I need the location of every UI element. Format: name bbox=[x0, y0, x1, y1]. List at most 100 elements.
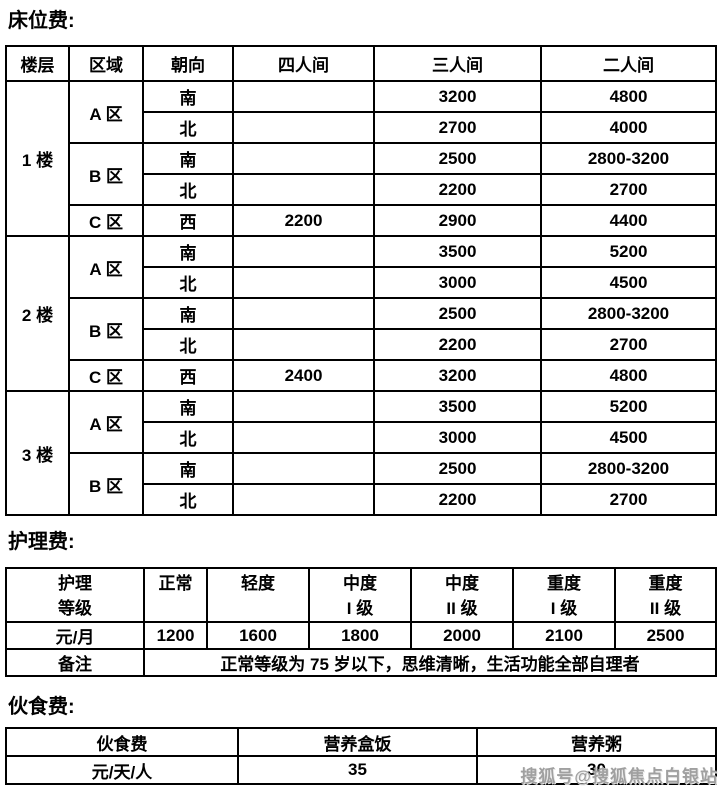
two-person-price-cell: 5200 bbox=[540, 235, 717, 268]
table-row: B 区南 2500 2800-3200 bbox=[6, 452, 717, 516]
three-person-price-cell: 2200 bbox=[373, 173, 542, 206]
nursing-price-cell-3: 2000 bbox=[410, 621, 514, 650]
two-person-price-cell: 4800 bbox=[540, 80, 717, 113]
meal-price-label-cell: 元/天/人 bbox=[5, 755, 239, 785]
table-row: 护理 等级 正常 轻度 中度 I 级中度 II 级重度 I 级重度 II 级 bbox=[5, 567, 717, 623]
three-person-price-cell: 3000 bbox=[373, 421, 542, 454]
meal-price-cell-1: 30 bbox=[476, 755, 717, 785]
table-row: 北 3000 4500 bbox=[6, 421, 717, 454]
nursing-note-cell: 正常等级为 75 岁以下，思维清晰，生活功能全部自理者 bbox=[143, 648, 717, 677]
two-person-price-cell: 2700 bbox=[540, 173, 717, 206]
two-person-price-cell: 2700 bbox=[540, 328, 717, 361]
floor-cell: 3 楼 bbox=[5, 390, 70, 516]
two-person-price-cell: 2800-3200 bbox=[540, 142, 717, 175]
zone-cell: C 区 bbox=[68, 204, 144, 237]
four-person-price-cell: 2200 bbox=[232, 204, 375, 237]
three-person-price-cell: 3500 bbox=[373, 390, 542, 423]
meal-fee-table: 伙食费 营养盒饭 营养粥 元/天/人 35 30 bbox=[5, 727, 717, 785]
table-row: B 区南 2500 2800-3200 bbox=[6, 297, 717, 361]
nursing-fee-table-body: 护理 等级 正常 轻度 中度 I 级中度 II 级重度 I 级重度 II 级元/月 1200 160… bbox=[5, 567, 717, 677]
four-person-price-cell bbox=[232, 297, 375, 330]
table-row: 元/月 1200 1600 1800 2000 2100 2500 bbox=[5, 621, 717, 650]
bed-header-col-2: 朝向 bbox=[142, 45, 234, 82]
nursing-level-col-4: 重度 I 级 bbox=[512, 567, 616, 623]
table-row: 北 3000 4500 bbox=[6, 266, 717, 299]
nursing-level-col-3: 中度 II 级 bbox=[410, 567, 514, 623]
table-row: C 区西 2200 2900 4400 bbox=[6, 204, 717, 237]
floor-cell: 2 楼 bbox=[5, 235, 70, 392]
meal-fee-table-body: 伙食费 营养盒饭 营养粥 元/天/人 35 30 bbox=[5, 727, 717, 785]
three-person-price-cell: 2500 bbox=[373, 142, 542, 175]
table-row: 备注 正常等级为 75 岁以下，思维清晰，生活功能全部自理者 bbox=[5, 648, 717, 677]
facing-cell: 北 bbox=[142, 328, 234, 361]
facing-cell: 南 bbox=[142, 452, 234, 485]
zone-cell: A 区 bbox=[68, 390, 144, 454]
four-person-price-cell: 2400 bbox=[232, 359, 375, 392]
four-person-price-cell bbox=[232, 483, 375, 516]
four-person-price-cell bbox=[232, 235, 375, 268]
facing-cell: 北 bbox=[142, 421, 234, 454]
facing-cell: 西 bbox=[142, 359, 234, 392]
nursing-level-col-2: 中度 I 级 bbox=[308, 567, 412, 623]
three-person-price-cell: 2700 bbox=[373, 111, 542, 144]
facing-cell: 北 bbox=[142, 266, 234, 299]
nursing-price-cell-1: 1600 bbox=[206, 621, 310, 650]
facing-cell: 北 bbox=[142, 111, 234, 144]
nursing-price-cell-0: 1200 bbox=[143, 621, 208, 650]
table-row: 楼层 区域 朝向 四人间 三人间 二人间 bbox=[5, 45, 717, 82]
bed-header-col-4: 三人间 bbox=[373, 45, 542, 82]
bed-fee-title: 床位费: bbox=[8, 10, 75, 32]
table-row: 北 2200 2700 bbox=[6, 328, 717, 361]
table-row: C 区西 2400 3200 4800 bbox=[6, 359, 717, 392]
four-person-price-cell bbox=[232, 142, 375, 175]
facing-cell: 南 bbox=[142, 142, 234, 175]
two-person-price-cell: 4400 bbox=[540, 204, 717, 237]
bed-header-col-3: 四人间 bbox=[232, 45, 375, 82]
three-person-price-cell: 3000 bbox=[373, 266, 542, 299]
facing-cell: 南 bbox=[142, 390, 234, 423]
three-person-price-cell: 2500 bbox=[373, 452, 542, 485]
nursing-price-cell-2: 1800 bbox=[308, 621, 412, 650]
two-person-price-cell: 2800-3200 bbox=[540, 297, 717, 330]
nursing-note-label-cell: 备注 bbox=[5, 648, 145, 677]
facing-cell: 南 bbox=[142, 80, 234, 113]
bed-header-col-1: 区域 bbox=[68, 45, 144, 82]
two-person-price-cell: 2800-3200 bbox=[540, 452, 717, 485]
three-person-price-cell: 2500 bbox=[373, 297, 542, 330]
three-person-price-cell: 2200 bbox=[373, 483, 542, 516]
four-person-price-cell bbox=[232, 328, 375, 361]
meal-header-col-2: 营养粥 bbox=[476, 727, 717, 757]
nursing-fee-title: 护理费: bbox=[8, 531, 75, 553]
zone-cell: B 区 bbox=[68, 452, 144, 516]
table-row: 元/天/人 35 30 bbox=[5, 755, 717, 785]
nursing-level-header-cell: 护理 等级 bbox=[5, 567, 145, 623]
nursing-level-col-0: 正常 bbox=[143, 567, 208, 623]
four-person-price-cell bbox=[232, 266, 375, 299]
nursing-price-cell-5: 2500 bbox=[614, 621, 717, 650]
meal-header-col-0: 伙食费 bbox=[5, 727, 239, 757]
three-person-price-cell: 3200 bbox=[373, 359, 542, 392]
two-person-price-cell: 4500 bbox=[540, 421, 717, 454]
three-person-price-cell: 3500 bbox=[373, 235, 542, 268]
nursing-fee-table: 护理 等级 正常 轻度 中度 I 级中度 II 级重度 I 级重度 II 级元/月 1200 160… bbox=[5, 567, 717, 677]
table-row: 北 2700 4000 bbox=[6, 111, 717, 144]
facing-cell: 南 bbox=[142, 235, 234, 268]
zone-cell: B 区 bbox=[68, 142, 144, 206]
facing-cell: 北 bbox=[142, 483, 234, 516]
four-person-price-cell bbox=[232, 80, 375, 113]
zone-cell: B 区 bbox=[68, 297, 144, 361]
four-person-price-cell bbox=[232, 111, 375, 144]
four-person-price-cell bbox=[232, 452, 375, 485]
table-row: 北 2200 2700 bbox=[6, 173, 717, 206]
three-person-price-cell: 2200 bbox=[373, 328, 542, 361]
facing-cell: 北 bbox=[142, 173, 234, 206]
two-person-price-cell: 2700 bbox=[540, 483, 717, 516]
bed-header-col-0: 楼层 bbox=[5, 45, 70, 82]
meal-header-col-1: 营养盒饭 bbox=[237, 727, 478, 757]
